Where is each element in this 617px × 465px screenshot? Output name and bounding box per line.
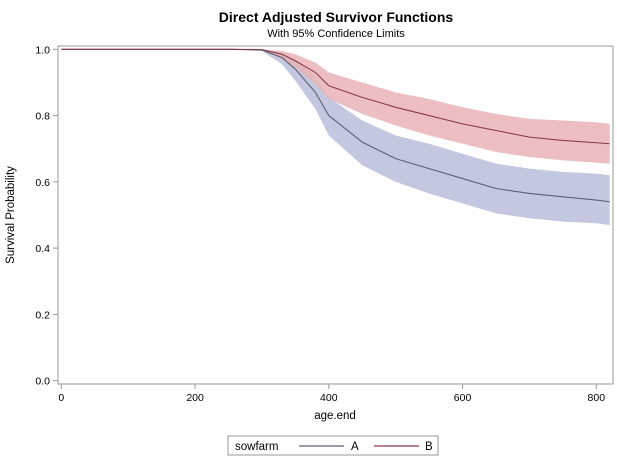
x-tick-label: 200 xyxy=(186,392,204,404)
x-tick-label: 0 xyxy=(58,392,64,404)
chart-subtitle: With 95% Confidence Limits xyxy=(267,28,405,40)
survival-line-a xyxy=(61,48,610,203)
y-tick-label: 1.0 xyxy=(35,44,50,56)
confidence-band-b xyxy=(61,49,610,164)
x-tick-label: 400 xyxy=(320,392,338,404)
x-axis-label: age.end xyxy=(314,410,356,422)
y-tick-label: 0.6 xyxy=(35,177,50,189)
x-tick-label: 800 xyxy=(588,392,606,404)
legend-label-b: B xyxy=(425,441,433,453)
legend-title: sowfarm xyxy=(235,441,278,453)
x-tick-label: 600 xyxy=(454,392,472,404)
x-axis-ticks: 0 200 400 600 800 xyxy=(58,384,605,404)
y-tick-label: 0.8 xyxy=(35,111,50,123)
legend: sowfarm A B xyxy=(227,435,439,456)
survival-line-b xyxy=(61,48,610,145)
y-tick-label: 0.4 xyxy=(35,243,50,255)
legend-label-a: A xyxy=(351,441,359,453)
chart-title: Direct Adjusted Survivor Functions xyxy=(219,9,454,25)
y-tick-label: 0.0 xyxy=(35,376,50,388)
y-axis-ticks: 0.0 0.2 0.4 0.6 0.8 1.0 xyxy=(35,44,58,388)
survival-lines xyxy=(61,48,610,203)
y-tick-label: 0.2 xyxy=(35,309,50,321)
y-axis-label: Survival Probability xyxy=(5,166,17,264)
